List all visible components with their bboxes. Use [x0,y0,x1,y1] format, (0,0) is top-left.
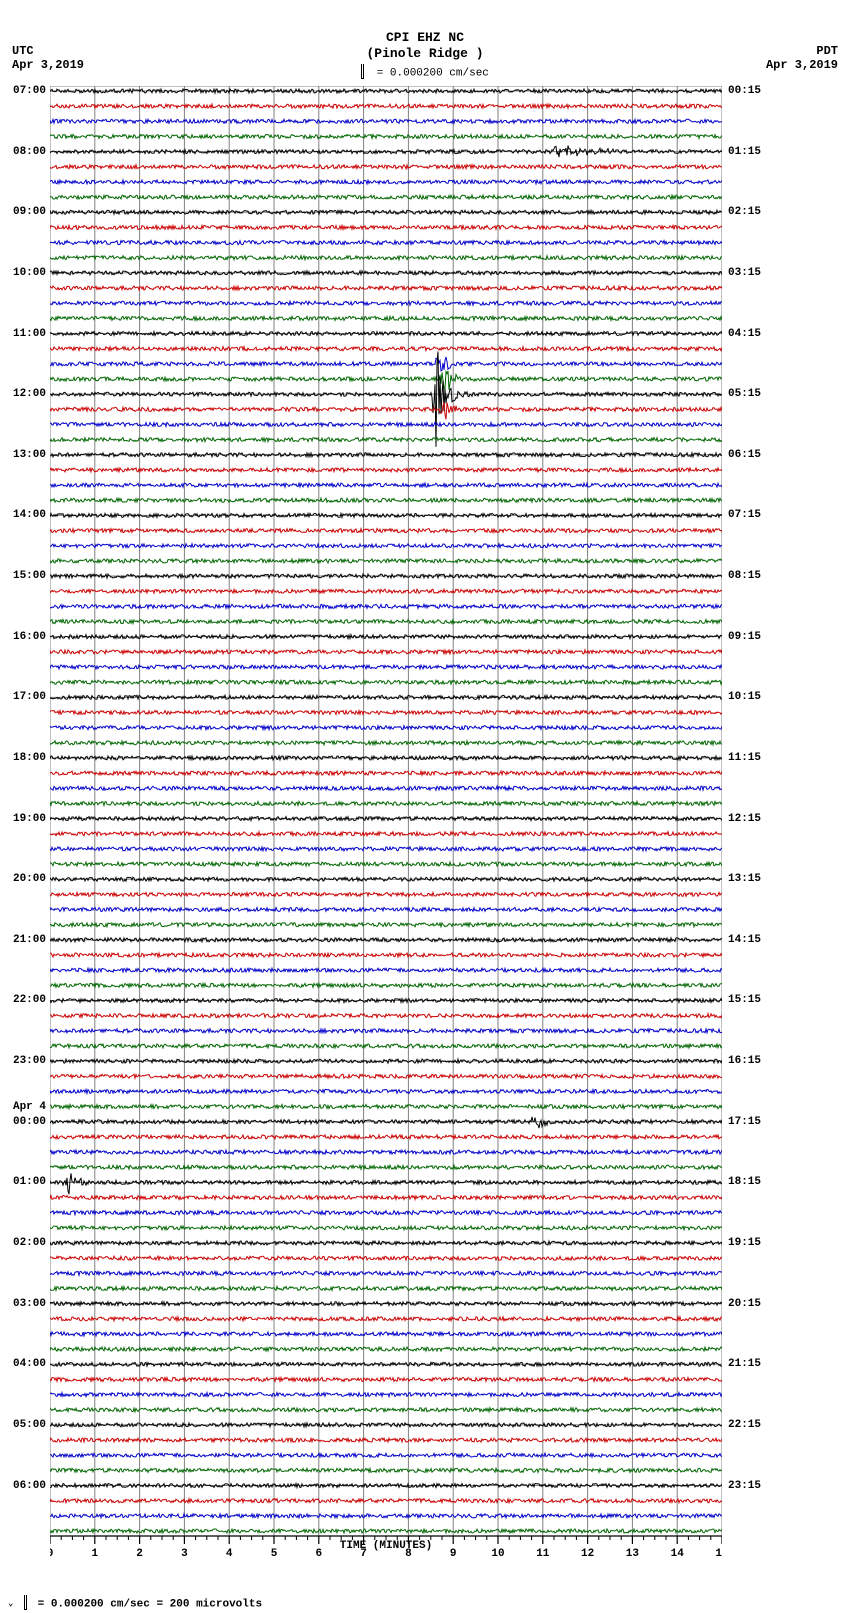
header: CPI EHZ NC (Pinole Ridge ) = 0.000200 cm… [0,30,850,80]
time-label: 03:00 [13,1298,46,1310]
time-label: 19:00 [13,813,46,825]
footer-scale: ⌄ = 0.000200 cm/sec = 200 microvolts [8,1596,262,1611]
footer-scale-text: = 0.000200 cm/sec = 200 microvolts [38,1598,262,1610]
utc-time-labels: 07:00 08:00 09:00 10:00 11:00 12:00 13:00 14:00… [0,86,50,1536]
header-scale: = 0.000200 cm/sec [0,65,850,80]
time-label: 20:15 [728,1298,761,1310]
seismogram-svg: 0123456789101112131415 [50,86,722,1566]
seismogram-plot: 0123456789101112131415 [50,86,722,1536]
time-label: 12:15 [728,813,761,825]
time-label: 19:15 [728,1237,761,1249]
location-line: (Pinole Ridge ) [0,46,850,62]
time-label: 11:00 [13,328,46,340]
time-label: 04:00 [13,1358,46,1370]
time-label: 02:00 [13,1237,46,1249]
time-label: 08:15 [728,570,761,582]
time-label: 15:15 [728,994,761,1006]
time-label: 20:00 [13,873,46,885]
time-label: 07:15 [728,509,761,521]
time-label: 01:15 [728,146,761,158]
time-label: 16:00 [13,631,46,643]
time-label: 01:00 [13,1176,46,1188]
time-label: 09:15 [728,631,761,643]
time-label: 14:00 [13,509,46,521]
time-label: 21:00 [13,934,46,946]
time-label: 05:15 [728,388,761,400]
top-right-date: Apr 3,2019 [766,58,838,72]
time-label: 04:15 [728,328,761,340]
time-label: 09:00 [13,206,46,218]
time-label: 11:15 [728,752,761,764]
time-label: 17:15 [728,1116,761,1128]
time-label: 03:15 [728,267,761,279]
time-label: 05:00 [13,1419,46,1431]
time-label: 13:15 [728,873,761,885]
footer-tick-icon: ⌄ [8,1599,13,1609]
top-right-tz: PDT [816,44,838,58]
time-label: 12:00 [13,388,46,400]
scale-bar-icon [361,64,364,79]
time-label: 06:00 [13,1480,46,1492]
header-scale-text: = 0.000200 cm/sec [377,68,489,80]
time-label: 23:15 [728,1480,761,1492]
pdt-time-labels: 00:15 01:15 02:15 03:15 04:15 05:15 06:15 07:15… [724,86,774,1536]
time-label: 23:00 [13,1055,46,1067]
time-label: 16:15 [728,1055,761,1067]
time-label: 10:15 [728,691,761,703]
time-label: 18:15 [728,1176,761,1188]
time-label: 18:00 [13,752,46,764]
time-label: 17:00 [13,691,46,703]
time-label: 00:00 [13,1116,46,1128]
time-label: 02:15 [728,206,761,218]
time-label: 00:15 [728,85,761,97]
footer-scale-bar-icon [24,1595,27,1610]
time-label: 13:00 [13,449,46,461]
top-right-tz-date: PDT Apr 3,2019 [766,44,838,72]
x-axis-label: TIME (MINUTES) [50,1540,722,1552]
time-label: 22:00 [13,994,46,1006]
time-label: 08:00 [13,146,46,158]
time-label: 06:15 [728,449,761,461]
time-label: 22:15 [728,1419,761,1431]
time-label: 10:00 [13,267,46,279]
seismogram-page: UTC Apr 3,2019 CPI EHZ NC (Pinole Ridge … [0,0,850,1613]
time-label: 07:00 [13,85,46,97]
station-line: CPI EHZ NC [0,30,850,46]
time-label: 21:15 [728,1358,761,1370]
time-label: Apr 4 [13,1101,46,1113]
time-label: 14:15 [728,934,761,946]
time-label: 15:00 [13,570,46,582]
